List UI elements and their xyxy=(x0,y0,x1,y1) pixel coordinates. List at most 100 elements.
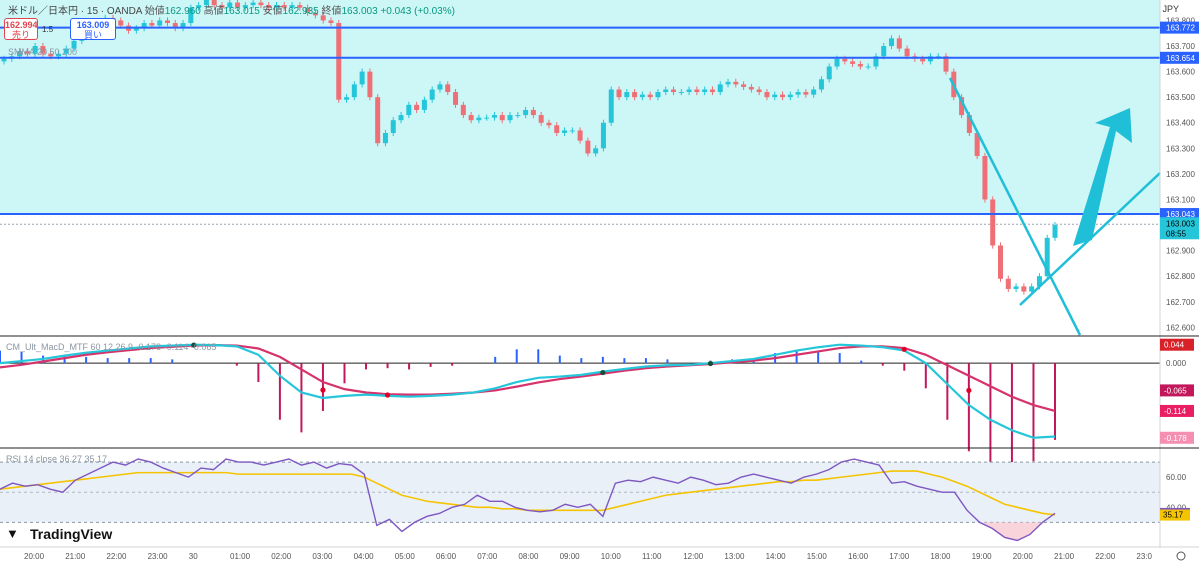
candle xyxy=(63,48,69,54)
candle xyxy=(484,117,490,119)
candle xyxy=(460,104,466,116)
candle xyxy=(889,38,895,47)
level-tag-text: 163.654 xyxy=(1166,54,1195,63)
sell-button[interactable]: 162.994 売り xyxy=(4,18,38,40)
candle xyxy=(616,89,622,98)
forecast-arrow xyxy=(1073,108,1132,246)
time-tick: 05:00 xyxy=(395,552,416,561)
candle xyxy=(172,23,178,29)
trend-line-down xyxy=(948,77,1082,336)
candle xyxy=(850,61,856,64)
macd-value-text: -0.114 xyxy=(1164,407,1187,416)
level-tag xyxy=(1160,51,1199,64)
candle xyxy=(273,5,279,8)
price-tick: 163.100 xyxy=(1166,195,1195,204)
macd-pane[interactable]: CM_Ult_MacD_MTF 60 12 26 9 -0.178 -0.114… xyxy=(0,342,1160,464)
time-tick: 21:00 xyxy=(65,552,86,561)
time-tick: 15:00 xyxy=(807,552,828,561)
macd-cross-dot xyxy=(901,346,907,352)
buy-button[interactable]: 163.009 買い xyxy=(70,18,116,40)
time-tick: 18:00 xyxy=(930,552,951,561)
candle xyxy=(491,115,497,118)
countdown-text: 08:55 xyxy=(1166,229,1187,238)
candle xyxy=(702,89,708,93)
price-tick: 162.600 xyxy=(1166,323,1195,332)
time-tick: 30 xyxy=(189,552,198,561)
candle xyxy=(694,89,700,93)
candle xyxy=(639,94,645,98)
candle xyxy=(157,20,163,26)
last-price-tag xyxy=(1160,217,1199,240)
candle xyxy=(188,7,194,24)
candle xyxy=(959,97,965,116)
low-label: 安値 xyxy=(262,6,283,17)
price-band xyxy=(0,0,1160,215)
macd-cross-dot xyxy=(966,387,972,394)
close-label: 終値 xyxy=(321,6,342,17)
macd-line xyxy=(0,343,1056,439)
candle xyxy=(398,115,404,121)
candle xyxy=(164,20,170,24)
time-tick: 23:0 xyxy=(1136,552,1152,561)
sell-label: 売り xyxy=(11,30,30,40)
candle xyxy=(865,66,871,68)
rsi-pane[interactable]: RSI 14 close 36.27 35.17 xyxy=(0,454,1160,542)
candle xyxy=(709,89,715,93)
time-tick: 02:00 xyxy=(271,552,292,561)
candle xyxy=(772,94,778,98)
candle xyxy=(647,94,653,98)
candle xyxy=(990,199,996,246)
candle xyxy=(1021,286,1027,292)
level-tag xyxy=(1160,21,1199,34)
price-tick: 163.500 xyxy=(1166,93,1195,102)
level-tag xyxy=(1160,208,1199,221)
candle xyxy=(764,92,770,98)
candle xyxy=(421,99,427,110)
candle xyxy=(242,5,248,8)
macd-value-text: -0.065 xyxy=(1164,386,1187,395)
candle xyxy=(943,56,949,72)
candle xyxy=(1,58,7,62)
candle xyxy=(795,92,801,95)
candle xyxy=(211,0,217,6)
rsi-tick: 60.00 xyxy=(1166,473,1187,482)
rsi-tick: 40.00 xyxy=(1166,503,1187,512)
candle xyxy=(32,46,38,54)
candle xyxy=(453,92,459,105)
price-tick: 163.800 xyxy=(1166,16,1195,25)
time-tick: 11:00 xyxy=(642,552,662,561)
candle xyxy=(180,23,186,29)
candle xyxy=(515,115,521,117)
candle xyxy=(312,12,318,16)
time-tick: 22:00 xyxy=(106,552,127,561)
candle xyxy=(499,115,505,121)
macd-cross-dot xyxy=(320,387,326,393)
candle xyxy=(281,5,287,8)
candle xyxy=(437,84,443,90)
price-tick: 163.700 xyxy=(1166,42,1195,51)
candle xyxy=(1052,225,1058,238)
candle xyxy=(1044,237,1050,277)
candle xyxy=(678,92,684,94)
change-value: +0.043 (+0.03%) xyxy=(380,6,455,17)
candle xyxy=(834,58,840,67)
candle xyxy=(741,84,747,87)
candle xyxy=(842,58,848,62)
candle xyxy=(359,71,365,85)
price-pane[interactable]: SMMA 20 50 200 xyxy=(0,0,1161,336)
price-tick: 163.400 xyxy=(1166,119,1195,128)
candle xyxy=(896,38,902,49)
candle xyxy=(55,53,61,57)
time-tick: 14:00 xyxy=(766,552,787,561)
candle xyxy=(336,23,342,100)
candle xyxy=(818,79,824,90)
candle xyxy=(219,5,225,8)
macd-value-tag xyxy=(1160,431,1194,444)
low-value: 162.935 xyxy=(282,6,319,17)
time-tick: 07:00 xyxy=(477,552,498,561)
sell-price: 162.994 xyxy=(5,20,38,30)
rsi-value-tag xyxy=(1160,509,1190,521)
candle xyxy=(382,132,388,144)
last-price-text: 163.003 xyxy=(1166,219,1195,228)
